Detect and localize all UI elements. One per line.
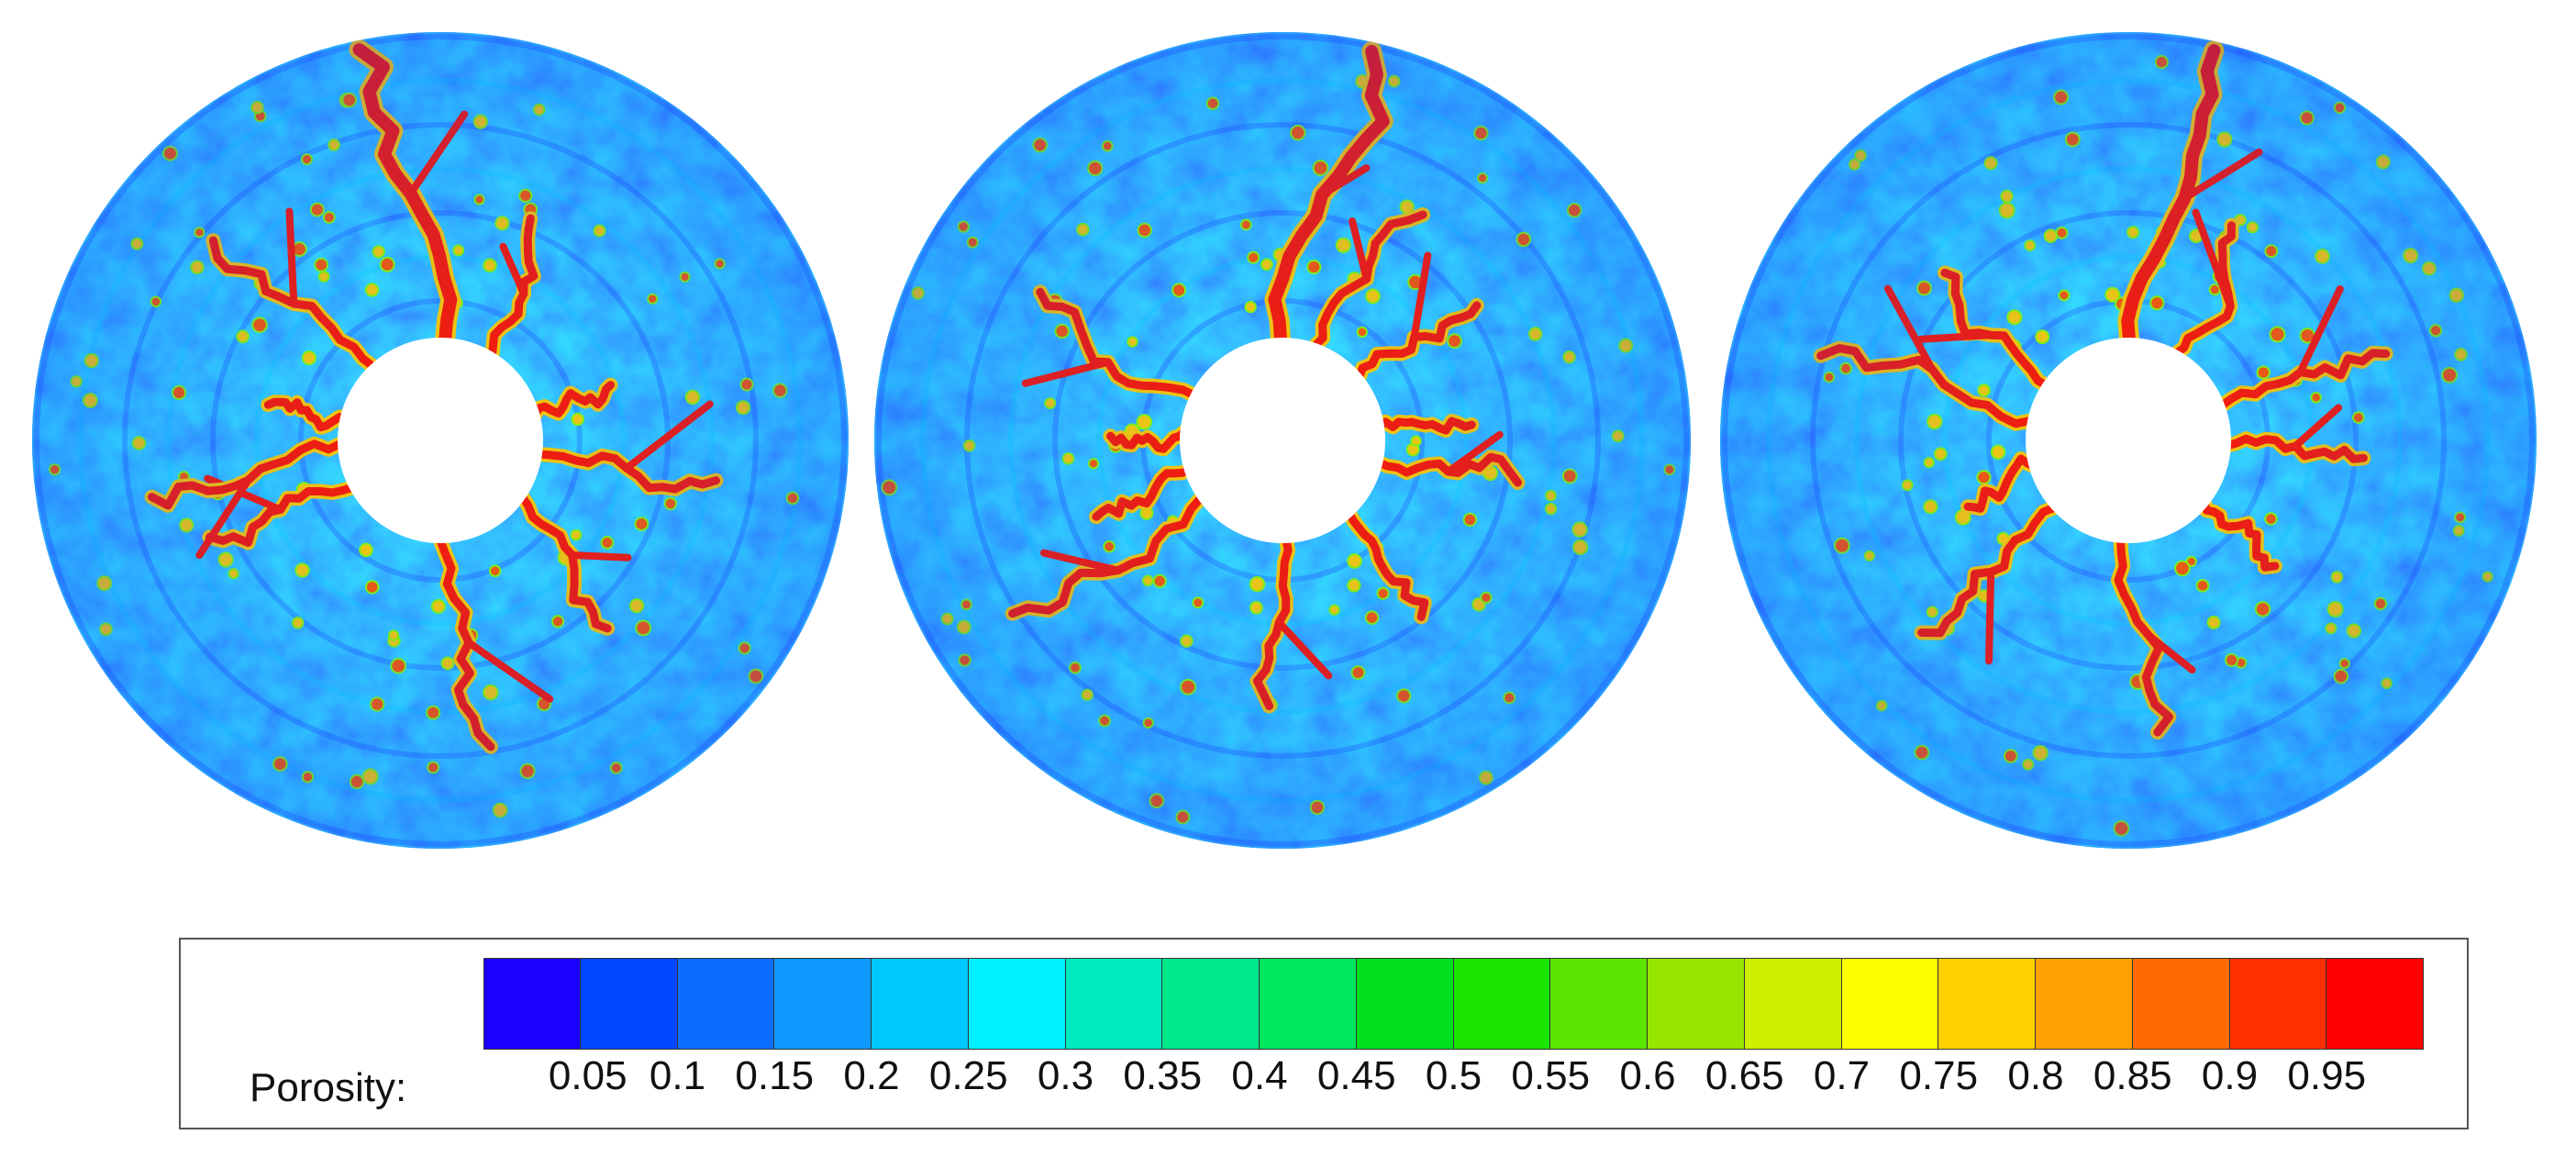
borehole: [1180, 338, 1385, 543]
legend-swatch: [1550, 958, 1648, 1050]
legend-swatch: [677, 958, 775, 1050]
legend-swatch: [774, 958, 872, 1050]
legend-tick-label: 0.25: [928, 1053, 1008, 1098]
porosity-contour-plots: [32, 32, 2537, 849]
legend-tick-label: 0.05: [548, 1053, 627, 1098]
legend-color-bar: [483, 958, 2424, 1050]
borehole: [2026, 338, 2231, 543]
legend-tick-label: 0.45: [1316, 1053, 1396, 1098]
legend-swatch: [1260, 958, 1357, 1050]
legend-title: Porosity:: [250, 1065, 407, 1110]
legend-tick-label: 0.65: [1704, 1053, 1784, 1098]
legend-tick-label: 0.5: [1425, 1053, 1482, 1098]
legend-swatch: [1162, 958, 1260, 1050]
legend-tick-label: 0.8: [2007, 1053, 2064, 1098]
legend-swatch: [872, 958, 969, 1050]
legend-tick-label: 0.9: [2201, 1053, 2259, 1098]
contour-panel-2: [874, 32, 1691, 849]
legend-tick-label: 0.7: [1813, 1053, 1871, 1098]
contour-panel-1: [32, 32, 849, 849]
legend-swatch: [2326, 958, 2424, 1050]
legend-tick-label: 0.6: [1619, 1053, 1676, 1098]
legend-tick-label: 0.95: [2287, 1053, 2367, 1098]
legend-tick-label: 0.4: [1231, 1053, 1288, 1098]
legend-tick-label: 0.85: [2093, 1053, 2172, 1098]
legend-tick-label: 0.1: [649, 1053, 706, 1098]
legend-tick-label: 0.75: [1899, 1053, 1979, 1098]
borehole: [338, 338, 543, 543]
legend-swatch: [1938, 958, 2036, 1050]
legend-tick-label: 0.15: [735, 1053, 815, 1098]
legend-tick-label: 0.35: [1123, 1053, 1203, 1098]
legend-swatch: [1744, 958, 1842, 1050]
legend-swatch: [1356, 958, 1454, 1050]
porosity-legend: 0.05 0.1 0.15 0.2 0.25 0.3 0.35 0.4 0.45 0.5 0.55 0…: [179, 938, 2469, 1129]
legend-tick-labels: 0.05 0.1 0.15 0.2 0.25 0.3 0.35 0.4 0.45 0.5 0.55 0…: [483, 1053, 2424, 1108]
legend-swatch: [1065, 958, 1163, 1050]
legend-swatch: [1841, 958, 1939, 1050]
legend-swatch: [2229, 958, 2327, 1050]
legend-tick-label: 0.2: [843, 1053, 900, 1098]
legend-swatch: [2132, 958, 2230, 1050]
legend-swatch: [968, 958, 1066, 1050]
contour-panel-3: [1720, 32, 2537, 849]
legend-tick-label: 0.3: [1037, 1053, 1094, 1098]
legend-swatch: [1648, 958, 1745, 1050]
legend-swatch: [2036, 958, 2133, 1050]
legend-swatch: [1453, 958, 1551, 1050]
legend-tick-label: 0.55: [1511, 1053, 1591, 1098]
legend-swatch: [483, 958, 581, 1050]
legend-swatch: [580, 958, 678, 1050]
